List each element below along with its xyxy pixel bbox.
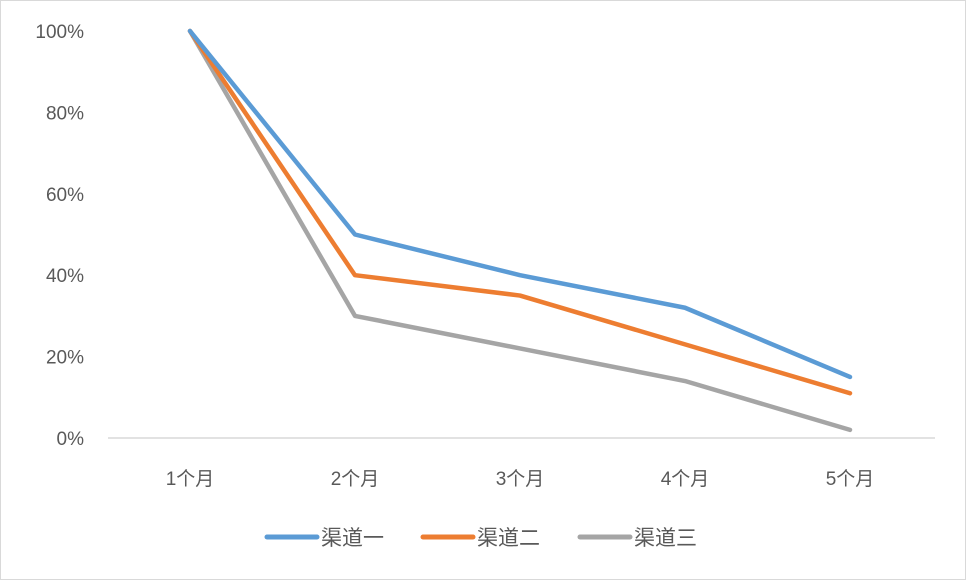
x-tick-label: 2个月 — [331, 468, 380, 490]
series-line-2 — [187, 28, 853, 396]
x-tick-label: 1个月 — [166, 468, 215, 490]
y-tick-label: 60% — [46, 185, 84, 206]
legend-label: 渠道一 — [321, 526, 384, 550]
y-tick-label: 40% — [46, 266, 84, 287]
y-tick-label: 20% — [46, 348, 84, 369]
x-tick-label: 3个月 — [496, 468, 545, 490]
series-line-1 — [187, 28, 853, 380]
series-line-3 — [187, 28, 853, 433]
legend-label: 渠道三 — [634, 526, 697, 550]
y-axis-ticks: 0% 20% 40% 60% 80% 100% — [35, 22, 84, 450]
y-tick-label: 0% — [57, 429, 85, 450]
y-tick-label: 100% — [35, 22, 84, 43]
legend: 渠道一 渠道二 渠道三 — [264, 526, 697, 550]
series-lines — [187, 28, 853, 433]
legend-label: 渠道二 — [477, 526, 540, 550]
x-tick-label: 4个月 — [661, 468, 710, 490]
y-tick-label: 80% — [46, 103, 84, 124]
x-axis-ticks: 1个月 2个月 3个月 4个月 5个月 — [166, 468, 875, 490]
x-tick-label: 5个月 — [826, 468, 875, 490]
